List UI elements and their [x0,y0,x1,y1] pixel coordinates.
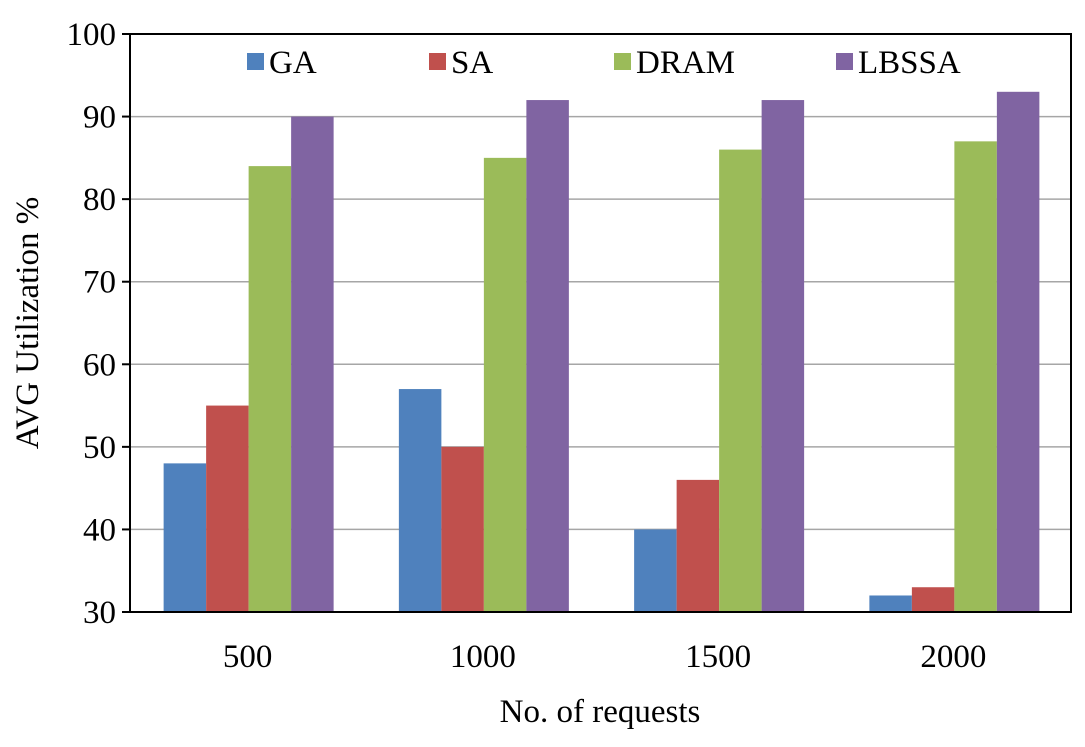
bar-ga-2000 [869,595,912,612]
y-tick-label: 40 [83,512,116,548]
bar-dram-1000 [483,157,527,612]
y-tick-label: 30 [83,595,116,631]
legend-swatch-lbssa [836,53,853,70]
x-tick-label: 500 [223,639,273,675]
y-tick-label: 80 [83,182,116,218]
bar-ga-500 [163,463,207,612]
y-tick-label: 60 [83,347,116,383]
legend-label-sa: SA [451,45,493,81]
bar-dram-500 [248,166,292,612]
x-tick-label: 1000 [450,639,516,675]
x-tick-label: 2000 [920,639,986,675]
y-axis-ticks: 30 40 50 60 70 80 90 100 [67,17,130,631]
bar-lbssa-1000 [526,100,569,613]
legend-swatch-ga [247,53,264,70]
legend-swatch-sa [429,53,446,70]
x-axis-ticks: 500 1000 1500 2000 [223,639,987,675]
legend-label-lbssa: LBSSA [858,45,961,81]
bar-dram-2000 [954,141,997,613]
x-tick-label: 1500 [685,639,751,675]
legend: GA SA DRAM LBSSA [247,45,961,81]
y-tick-label: 90 [83,100,116,136]
bar-lbssa-2000 [996,91,1040,613]
legend-swatch-dram [614,53,631,70]
legend-label-ga: GA [269,45,317,81]
bar-ga-1000 [398,389,442,612]
y-axis-title: AVG Utilization % [10,197,46,449]
bar-sa-1500 [676,479,720,612]
bar-dram-1500 [719,149,762,612]
y-tick-label: 70 [83,265,116,301]
bars [163,91,1040,613]
bar-lbssa-1500 [761,100,805,613]
x-axis-title: No. of requests [500,694,701,730]
plot-frame [129,33,1072,613]
bar-sa-1000 [441,446,484,612]
y-tick-label: 50 [83,430,116,466]
y-tick-label: 100 [67,17,117,53]
bar-sa-500 [206,405,249,612]
bar-ga-1500 [634,529,677,612]
bar-sa-2000 [911,587,955,612]
legend-label-dram: DRAM [636,45,735,81]
bar-lbssa-500 [291,116,334,613]
